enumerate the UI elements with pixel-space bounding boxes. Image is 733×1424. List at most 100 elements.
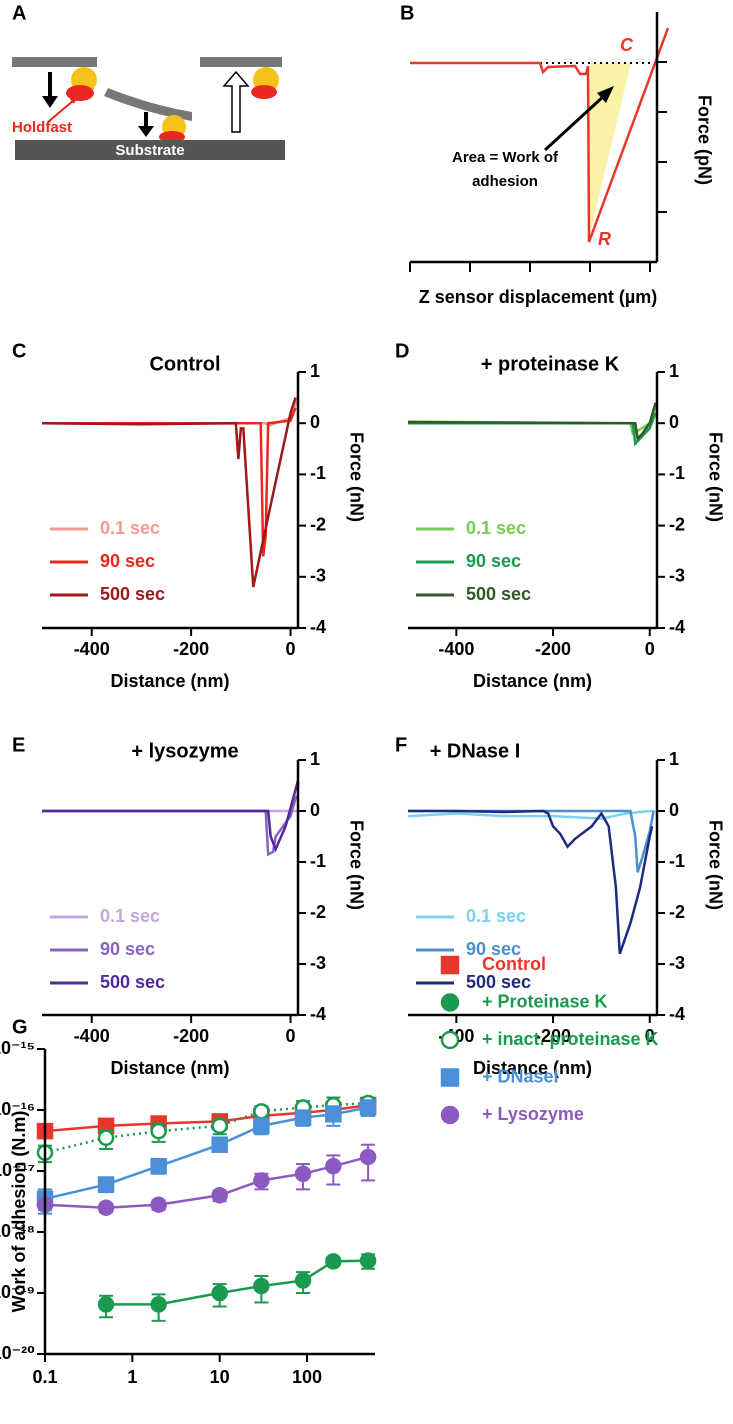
marker [97, 1199, 115, 1216]
holdfast [251, 85, 277, 99]
legend-label: 500 sec [466, 584, 531, 604]
y-tick-label: 10⁻¹⁵ [0, 1038, 35, 1058]
area-label: Area = Work of [452, 149, 559, 166]
series-line [407, 402, 657, 442]
marker [150, 1196, 167, 1213]
chart-title: + proteinase K [481, 353, 620, 375]
y-tick-label: 1 [669, 361, 679, 381]
marker [294, 1272, 312, 1289]
legend-label: + inact. proteinase K [482, 1029, 659, 1049]
chart-title: + lysozyme [131, 740, 238, 762]
x-axis-label: Distance (nm) [110, 671, 229, 691]
marker [325, 1157, 342, 1175]
substrate [15, 140, 285, 160]
legend-label: + DNaseI [482, 1066, 559, 1086]
x-tick-label: 0 [645, 639, 655, 659]
x-tick-label: -200 [535, 1026, 571, 1046]
holdfast-label: Holdfast [12, 119, 72, 136]
chart-title: + DNase I [430, 740, 521, 762]
legend-label: + Lysozyme [482, 1104, 584, 1124]
chart-title: Control [149, 353, 220, 375]
panel-label: C [12, 340, 26, 362]
legend-marker [440, 955, 460, 975]
legend-label: 90 sec [100, 551, 155, 571]
x-tick-label: 1 [127, 1367, 137, 1387]
x-tick-label: 0 [645, 1026, 655, 1046]
x-tick-label: -200 [173, 1026, 209, 1046]
legend-label: Control [482, 954, 546, 974]
x-tick-label: -200 [173, 639, 209, 659]
marker [211, 1187, 228, 1204]
marker [211, 1117, 228, 1135]
area-label: adhesion [472, 173, 538, 190]
y-tick-label: -1 [310, 851, 326, 871]
x-tick-label: 100 [292, 1367, 322, 1387]
legend-marker [440, 1105, 460, 1125]
r-label: R [598, 229, 611, 249]
marker [150, 1157, 167, 1175]
arrow-head [42, 96, 58, 108]
y-tick-label: -4 [310, 1004, 326, 1024]
y-tick-label: 0 [310, 800, 320, 820]
y-tick-label: 1 [669, 749, 679, 769]
y-tick-label: 10⁻¹⁶ [0, 1099, 35, 1119]
y-tick-label: -1 [669, 463, 685, 483]
y-tick-label: -2 [669, 514, 685, 534]
marker [294, 1165, 312, 1183]
series-line [408, 809, 655, 873]
legend-label: 500 sec [100, 972, 165, 992]
marker [150, 1122, 167, 1140]
marker [211, 1136, 228, 1153]
legend-label: 90 sec [100, 939, 155, 959]
legend-marker [440, 993, 460, 1012]
series-line [407, 809, 655, 820]
legend-label: 0.1 sec [100, 906, 160, 926]
series-line [42, 780, 300, 853]
x-tick-label: -400 [74, 1026, 110, 1046]
y-tick-label: -3 [310, 566, 326, 586]
x-tick-label: 10 [210, 1367, 230, 1387]
bent-cantilever [104, 88, 192, 121]
y-tick-label: 10⁻¹⁸ [0, 1221, 35, 1241]
area-fill [588, 63, 631, 242]
y-tick-label: 0 [669, 800, 679, 820]
panel-label: G [12, 1016, 28, 1038]
pointer [543, 93, 607, 152]
y-tick-label: 0 [669, 412, 679, 432]
panel-label: E [12, 734, 25, 756]
y-tick-label: -2 [310, 902, 326, 922]
c-label: C [620, 35, 634, 55]
panel-a: A Holdfast Substrate [12, 2, 285, 160]
y-tick-label: 0 [310, 412, 320, 432]
marker [97, 1296, 115, 1313]
marker [253, 1103, 270, 1120]
y-tick-label: -4 [669, 1004, 685, 1024]
marker [253, 1277, 270, 1295]
legend-label: 90 sec [466, 551, 521, 571]
x-tick-label: 0 [286, 1026, 296, 1046]
series-line [42, 407, 297, 557]
y-tick-label: -4 [669, 617, 685, 637]
x-axis-label: Distance (nm) [110, 1058, 229, 1078]
panel-b: B C R Area = Work of adhesion Force (pN)… [400, 2, 714, 306]
legend-label: 500 sec [466, 972, 531, 992]
x-axis-label: Distance (nm) [473, 1058, 592, 1078]
legend-label: 0.1 sec [466, 906, 526, 926]
substrate-label: Substrate [115, 142, 184, 159]
y-axis-label: Force (nN) [705, 820, 725, 910]
y-tick-label: -2 [669, 902, 685, 922]
panel-label: D [395, 340, 409, 362]
panel-label: F [395, 734, 407, 756]
cantilever [12, 57, 97, 67]
y-tick-label: 1 [310, 749, 320, 769]
y-axis-label: Force (nN) [346, 820, 366, 910]
y-tick-label: 10⁻¹⁹ [0, 1282, 35, 1302]
marker [253, 1172, 270, 1189]
y-tick-label: -4 [310, 617, 326, 637]
y-tick-label: 10⁻²⁰ [0, 1343, 35, 1363]
y-tick-label: -1 [310, 463, 326, 483]
marker [97, 1129, 115, 1147]
cantilever [200, 57, 282, 67]
pointer-head [70, 96, 78, 104]
legend-label: 90 sec [466, 939, 521, 959]
